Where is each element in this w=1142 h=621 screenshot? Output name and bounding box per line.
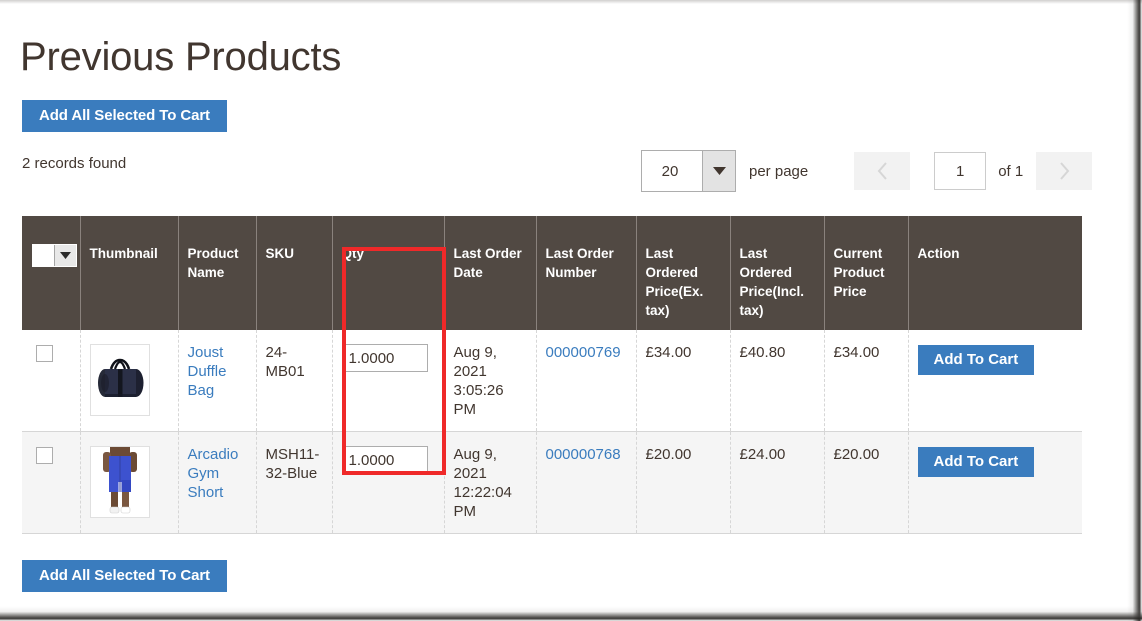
add-to-cart-button[interactable]: Add To Cart xyxy=(917,345,1035,375)
select-all-control[interactable] xyxy=(32,244,77,267)
page-title: Previous Products xyxy=(20,34,342,79)
row-sku-cell: MSH11-32-Blue xyxy=(256,431,333,534)
last-order-number-link[interactable]: 000000769 xyxy=(545,344,621,361)
caret-down-icon[interactable] xyxy=(702,151,735,191)
column-header-last-order-date: Last Order Date xyxy=(444,216,537,330)
row-price-ex-tax-cell: £34.00 xyxy=(636,330,731,432)
qty-input[interactable] xyxy=(341,344,428,372)
row-action-cell: Add To Cart xyxy=(908,330,1082,432)
chevron-right-icon xyxy=(1059,162,1070,180)
table-header-row: Thumbnail Product Name SKU Qty Last Orde… xyxy=(22,216,1082,330)
chevron-left-icon xyxy=(877,162,888,180)
column-header-last-ordered-price-ex-tax: Last Ordered Price(Ex. tax) xyxy=(636,216,731,330)
frame-shadow-bottom xyxy=(0,604,1142,621)
column-header-product-name: Product Name xyxy=(178,216,257,330)
row-price-incl-tax-cell: £24.00 xyxy=(730,431,825,534)
product-name-link[interactable]: Joust Duffle Bag xyxy=(187,344,227,399)
joust-duffle-bag-thumbnail xyxy=(89,344,150,416)
row-qty-cell xyxy=(332,330,445,432)
table-row: Joust Duffle Bag 24-MB01 Aug 9, 2021 3:0… xyxy=(22,330,1082,432)
row-current-price-cell: £34.00 xyxy=(824,330,909,432)
row-last-order-date-cell: Aug 9, 2021 3:05:26 PM xyxy=(444,330,537,432)
per-page-select[interactable]: 20 xyxy=(641,150,736,192)
row-last-order-date-cell: Aug 9, 2021 12:22:04 PM xyxy=(444,431,537,534)
select-all-checkbox[interactable] xyxy=(33,245,54,266)
page-content: Previous Products Add All Selected To Ca… xyxy=(20,34,1093,592)
page-total-label: of 1 xyxy=(998,162,1024,180)
qty-input[interactable] xyxy=(341,446,428,474)
next-page-button[interactable] xyxy=(1036,152,1093,190)
pager-navigation: of 1 xyxy=(854,152,1093,190)
table-row: Arcadio Gym Short MSH11-32-Blue Aug 9, 2… xyxy=(22,431,1082,534)
column-header-last-ordered-price-incl-tax: Last Ordered Price(Incl. tax) xyxy=(730,216,825,330)
row-current-price-cell: £20.00 xyxy=(824,431,909,534)
column-header-thumbnail: Thumbnail xyxy=(80,216,179,330)
records-found-label: 2 records found xyxy=(22,155,127,172)
page-number-input[interactable] xyxy=(934,152,987,190)
row-price-ex-tax-cell: £20.00 xyxy=(636,431,731,534)
row-action-cell: Add To Cart xyxy=(908,431,1082,534)
row-sku-cell: 24-MB01 xyxy=(256,330,333,432)
per-page-label: per page xyxy=(749,162,809,180)
add-all-selected-to-cart-button-top[interactable]: Add All Selected To Cart xyxy=(22,100,227,132)
row-last-order-number-cell: 000000769 xyxy=(536,330,637,432)
add-all-selected-to-cart-button-bottom[interactable]: Add All Selected To Cart xyxy=(22,560,227,592)
row-thumbnail-cell xyxy=(80,431,179,534)
add-to-cart-button[interactable]: Add To Cart xyxy=(917,447,1035,477)
row-checkbox[interactable] xyxy=(36,345,53,362)
row-product-name-cell: Arcadio Gym Short xyxy=(178,431,257,534)
select-all-dropdown-icon[interactable] xyxy=(54,245,76,266)
row-qty-cell xyxy=(332,431,445,534)
row-price-incl-tax-cell: £40.80 xyxy=(730,330,825,432)
column-header-action: Action xyxy=(908,216,1082,330)
previous-products-table: Thumbnail Product Name SKU Qty Last Orde… xyxy=(22,216,1082,534)
column-header-select xyxy=(22,216,81,330)
column-header-last-order-number: Last Order Number xyxy=(536,216,637,330)
previous-page-button[interactable] xyxy=(854,152,911,190)
arcadio-gym-short-thumbnail xyxy=(89,446,150,518)
row-product-name-cell: Joust Duffle Bag xyxy=(178,330,257,432)
last-order-number-link[interactable]: 000000768 xyxy=(545,446,621,463)
column-header-current-product-price: Current Product Price xyxy=(824,216,909,330)
pager-toolbar: 20 per page of 1 xyxy=(641,150,1093,192)
row-checkbox[interactable] xyxy=(36,447,53,464)
frame-shadow-right xyxy=(1125,0,1142,621)
product-name-link[interactable]: Arcadio Gym Short xyxy=(187,446,239,501)
row-select-cell xyxy=(22,431,81,534)
row-select-cell xyxy=(22,330,81,432)
row-thumbnail-cell xyxy=(80,330,179,432)
column-header-sku: SKU xyxy=(256,216,333,330)
column-header-qty: Qty xyxy=(332,216,445,330)
row-last-order-number-cell: 000000768 xyxy=(536,431,637,534)
per-page-value: 20 xyxy=(642,151,702,191)
